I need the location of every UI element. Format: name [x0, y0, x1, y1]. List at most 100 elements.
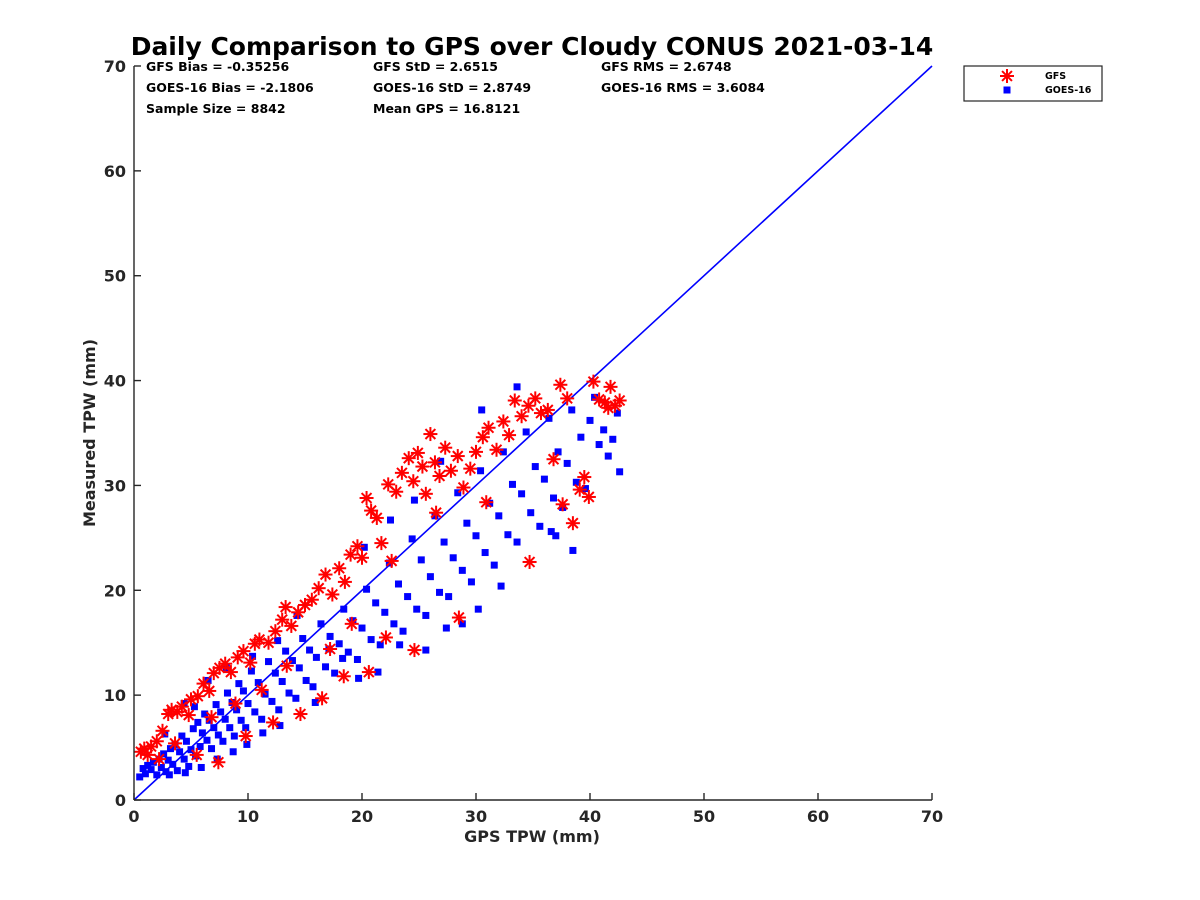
gfs-point: [254, 682, 269, 697]
goes16-point: [568, 406, 576, 414]
axes-layer: 0 10 20 30 40 50 60 70 0 10 20 30 40 50 60 70: [104, 57, 943, 826]
goes16-point: [410, 496, 418, 504]
goes16-point: [422, 611, 430, 619]
legend-gfs-marker: [1000, 69, 1014, 83]
gfs-point: [555, 497, 570, 512]
goes16-point: [477, 467, 485, 475]
goes16-point: [213, 755, 221, 763]
y-tick-label: 40: [104, 372, 126, 391]
goes16-point: [445, 593, 453, 601]
goes16-point: [436, 588, 444, 596]
goes16-point: [182, 737, 190, 745]
goes16-point: [390, 620, 398, 628]
goes16-point: [194, 718, 202, 726]
goes16-point: [572, 478, 580, 486]
goes16-point: [239, 687, 247, 695]
gfs-point: [293, 707, 308, 722]
goes16-point: [271, 669, 279, 677]
goes16-point: [404, 593, 412, 601]
goes16-point: [189, 725, 197, 733]
goes16-point: [147, 766, 155, 774]
y-tick-label: 60: [104, 162, 126, 181]
stat-goes-bias: GOES-16 Bias = -2.1806: [146, 80, 314, 95]
goes16-point: [577, 433, 585, 441]
gfs-point: [603, 379, 618, 394]
gfs-point: [323, 642, 338, 657]
goes16-point: [486, 499, 494, 507]
goes16-point: [604, 452, 612, 460]
gfs-point: [553, 377, 568, 392]
gfs-point: [311, 581, 326, 596]
goes16-point: [311, 698, 319, 706]
one-to-one-line: [133, 65, 933, 801]
gfs-point: [374, 536, 389, 551]
goes16-point: [139, 765, 147, 773]
gfs-point: [261, 635, 276, 650]
gfs-point: [572, 482, 587, 497]
goes16-point: [302, 676, 310, 684]
goes16-point: [226, 724, 234, 732]
gfs-point: [612, 393, 627, 408]
gfs-point: [332, 561, 347, 576]
goes16-point: [495, 512, 503, 520]
goes16-point: [288, 657, 296, 665]
goes16-point: [201, 710, 209, 718]
goes16-point: [244, 700, 252, 708]
goes16-point: [331, 669, 339, 677]
goes16-point: [474, 605, 482, 613]
gfs-point: [496, 414, 511, 429]
goes16-point: [274, 637, 282, 645]
goes16-point: [586, 416, 594, 424]
goes16-point: [235, 680, 243, 688]
goes16-point: [472, 532, 480, 540]
gfs-point: [268, 624, 283, 639]
goes16-point: [212, 701, 220, 709]
goes16-point: [396, 641, 404, 649]
goes16-point: [550, 494, 558, 502]
goes16-point: [217, 708, 225, 716]
gfs-point: [418, 486, 433, 501]
stat-gfs-std: GFS StD = 2.6515: [373, 59, 498, 74]
goes16-point: [595, 441, 603, 449]
gfs-point: [601, 400, 616, 415]
stat-gfs-rms: GFS RMS = 2.6748: [601, 59, 732, 74]
goes16-point: [233, 706, 241, 714]
gfs-point: [384, 553, 399, 568]
goes16-point: [399, 627, 407, 635]
gfs-point: [407, 643, 422, 658]
goes16-point: [545, 414, 553, 422]
gfs-point: [279, 658, 294, 673]
goes16-point: [339, 654, 347, 662]
goes16-point: [242, 724, 250, 732]
goes16-point: [178, 732, 186, 740]
goes16-point: [458, 566, 466, 574]
gfs-point: [181, 708, 196, 723]
x-tick-label: 40: [579, 807, 601, 826]
goes16-point: [531, 463, 539, 471]
y-axis-label: Measured TPW (mm): [80, 339, 99, 527]
goes16-point: [454, 489, 462, 497]
goes16-point: [164, 756, 172, 764]
goes16-point: [317, 620, 325, 628]
gfs-point: [359, 491, 374, 506]
goes16-point: [422, 646, 430, 654]
goes16-point: [431, 512, 439, 520]
gfs-point: [211, 755, 226, 770]
stat-goes-std: GOES-16 StD = 2.8749: [373, 80, 531, 95]
gfs-point: [514, 409, 529, 424]
goes16-point: [295, 664, 303, 672]
goes16-point: [254, 679, 262, 687]
goes16-point: [344, 648, 352, 656]
gfs-point: [223, 665, 238, 680]
gfs-point: [389, 484, 404, 499]
goes16-point: [144, 761, 152, 769]
goes16-point: [417, 556, 425, 564]
y-tick-label: 20: [104, 581, 126, 600]
gfs-point: [238, 729, 253, 744]
goes16-point: [180, 755, 188, 763]
gfs-point: [427, 455, 442, 470]
y-tick-label: 70: [104, 57, 126, 76]
goes16-point: [458, 620, 466, 628]
gfs-point: [361, 665, 376, 680]
goes16-point: [326, 632, 334, 640]
